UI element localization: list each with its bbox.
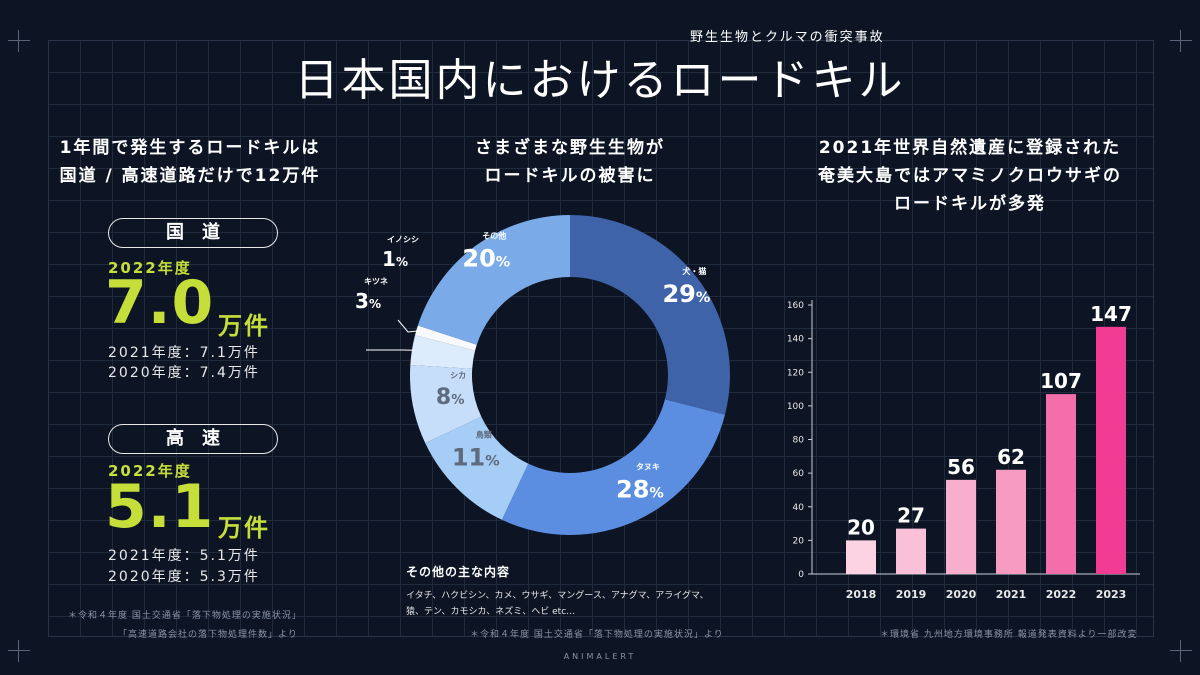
middle-source-note: ＊令和４年度 国土交通省「落下物処理の実施状況」より [470, 630, 724, 640]
right-heading-line2: 奄美大島ではアマミノクロウサギの [818, 166, 1122, 186]
national-road-pill: 国道 [108, 218, 278, 248]
middle-heading-line1: さまざまな野生生物が [475, 138, 665, 158]
highway-prev-2021: 2021年度：5.1万件 [108, 548, 260, 564]
other-animals-list: イタチ、ハクビシン、カメ、ウサギ、マングース、アナグマ、アライグマ、 猿、テン、… [406, 588, 746, 620]
middle-heading-line2: ロードキルの被害に [484, 166, 656, 186]
page-subtitle: 野生生物とクルマの衝突事故 [690, 30, 885, 45]
national-unit: 万件 [218, 312, 270, 340]
highway-year: 2022年度 [108, 462, 192, 480]
corner-cross-icon [1170, 30, 1192, 52]
corner-cross-icon [8, 640, 30, 662]
page-title: 日本国内におけるロードキル [294, 55, 906, 106]
other-animals-line1: イタチ、ハクビシン、カメ、ウサギ、マングース、アナグマ、アライグマ、 [406, 591, 709, 601]
corner-cross-icon [1170, 640, 1192, 662]
right-source-note: ＊環境省 九州地方環境事務所 報道発表資料より一部改変 [880, 630, 1138, 640]
right-heading: 2021年世界自然遺産に登録された 奄美大島ではアマミノクロウサギの ロードキル… [780, 134, 1160, 218]
highway-pill: 高速 [108, 424, 278, 454]
left-heading: 1年間で発生するロードキルは 国道 / 高速道路だけで12万件 [30, 134, 350, 190]
national-prev-2021: 2021年度：7.1万件 [108, 345, 260, 361]
highway-value: 5.1 [105, 472, 215, 542]
brand-logo: ANIMALERT [563, 652, 637, 661]
left-source-note-2: 「高速道路会社の落下物処理件数」より [118, 630, 298, 640]
national-value: 7.0 [105, 268, 215, 338]
national-year: 2022年度 [108, 259, 192, 277]
other-animals-line2: 猿、テン、カモシカ、ネズミ、ヘビ etc… [406, 607, 576, 617]
right-heading-line1: 2021年世界自然遺産に登録された [818, 138, 1122, 158]
right-heading-line3: ロードキルが多発 [894, 194, 1046, 214]
highway-unit: 万件 [218, 514, 270, 542]
corner-cross-icon [8, 30, 30, 52]
other-animals-title: その他の主な内容 [406, 565, 511, 579]
middle-heading: さまざまな野生生物が ロードキルの被害に [410, 134, 730, 190]
national-prev-2020: 2020年度：7.4万件 [108, 365, 260, 381]
highway-prev-2020: 2020年度：5.3万件 [108, 569, 260, 585]
left-heading-line2: 国道 / 高速道路だけで12万件 [59, 166, 321, 186]
left-heading-line1: 1年間で発生するロードキルは [59, 138, 321, 158]
left-source-note-1: ＊令和４年度 国土交通省「落下物処理の実施状況」 [68, 611, 302, 621]
